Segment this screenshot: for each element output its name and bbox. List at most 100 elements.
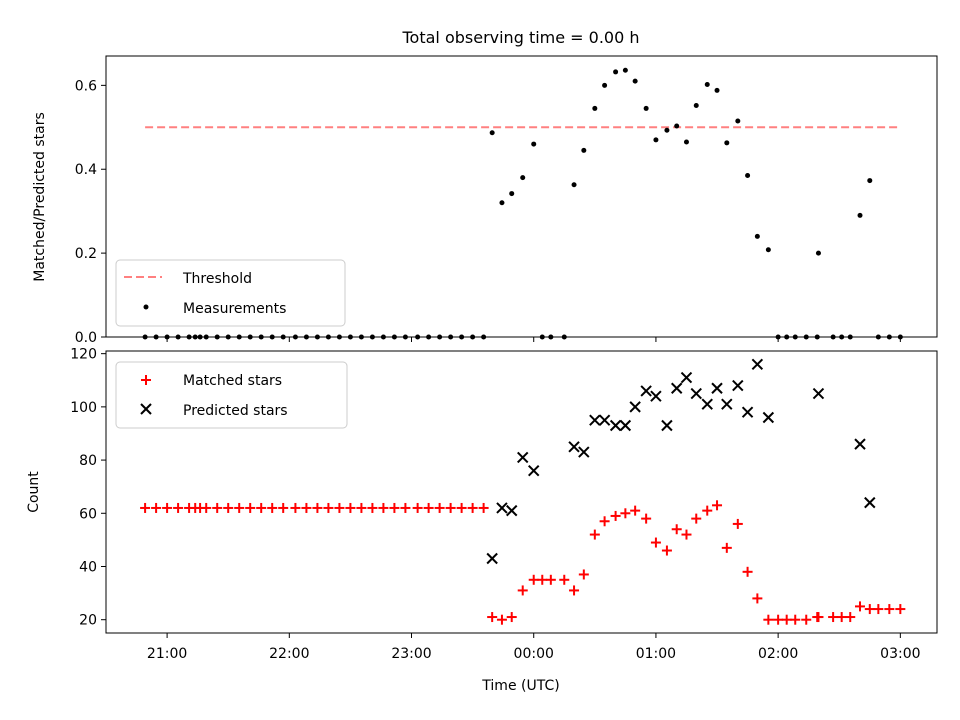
- bottom-data-layer: [140, 358, 906, 625]
- measurement-point: [643, 105, 649, 111]
- matched-stars-point: [537, 574, 548, 585]
- matched-stars-point: [334, 502, 345, 513]
- top-axes: 0.0 0.2 0.4 0.6: [75, 78, 901, 346]
- x-tick-label: 21:00: [147, 646, 187, 662]
- matched-stars-point: [813, 612, 824, 623]
- measurement-point: [857, 212, 863, 218]
- matched-stars-point: [864, 604, 875, 615]
- matched-stars-point: [620, 508, 631, 519]
- matched-stars-point: [599, 516, 610, 527]
- measurement-point: [765, 247, 771, 253]
- matched-stars-point: [434, 502, 445, 513]
- matched-stars-point: [721, 542, 732, 553]
- matched-stars-point: [290, 502, 301, 513]
- measurement-point: [683, 139, 689, 145]
- matched-stars-point: [873, 604, 884, 615]
- matched-stars-point: [828, 612, 839, 623]
- matched-stars-point: [661, 545, 672, 556]
- x-tick-label: 23:00: [391, 646, 431, 662]
- matched-stars-point: [650, 537, 661, 548]
- bottom-legend: Matched stars Predicted stars: [115, 361, 348, 429]
- predicted-stars-point: [496, 502, 508, 514]
- top-panel: Total observing time = 0.00 h 0.00.20.40…: [32, 28, 938, 346]
- predicted-stars-point: [486, 552, 498, 565]
- measurement-point: [602, 82, 608, 88]
- measurement-point: [632, 78, 638, 84]
- predicted-stars-point: [578, 446, 590, 458]
- matched-stars-point: [884, 604, 895, 615]
- matched-stars-point: [702, 505, 713, 516]
- predicted-stars-point: [568, 441, 580, 453]
- top-legend: Threshold Measurements: [115, 259, 346, 327]
- measurement-point: [499, 200, 505, 206]
- matched-stars-point: [478, 502, 489, 513]
- matched-stars-point: [151, 502, 162, 513]
- predicted-stars-point: [762, 411, 775, 424]
- predicted-stars-point: [690, 387, 702, 400]
- measurement-point: [571, 182, 577, 188]
- matched-stars-point: [445, 502, 456, 513]
- matched-stars-point: [781, 614, 792, 625]
- matched-stars-point: [691, 513, 702, 524]
- x-tick-label: 03:00: [880, 646, 920, 662]
- predicted-stars-point: [854, 438, 866, 450]
- predicted-stars-point: [609, 419, 622, 432]
- matched-stars-point: [732, 518, 743, 529]
- matched-stars-point: [845, 612, 856, 623]
- measurement-point: [735, 118, 741, 124]
- predicted-stars-point: [517, 451, 529, 464]
- matched-legend-label: Matched stars: [183, 373, 282, 389]
- top-y-tick-label: 0.2: [75, 246, 97, 262]
- matched-stars-point: [641, 513, 652, 524]
- measurement-point: [613, 69, 619, 75]
- predicted-stars-point: [732, 379, 744, 392]
- matched-stars-point: [773, 614, 784, 625]
- measurement-point: [815, 250, 821, 256]
- matched-stars-point: [517, 585, 528, 596]
- predicted-stars-point: [650, 390, 662, 402]
- matched-stars-point: [610, 510, 621, 521]
- x-axis-label: Time (UTC): [481, 678, 559, 694]
- chart-title: Total observing time = 0.00 h: [401, 28, 639, 47]
- matched-stars-point: [234, 502, 245, 513]
- predicted-stars-point: [701, 398, 713, 410]
- top-y-tick-label: 0.0: [75, 330, 97, 346]
- predicted-stars-point: [506, 504, 518, 517]
- matched-stars-point: [301, 502, 312, 513]
- measurement-point: [581, 147, 587, 153]
- measurement-point: [509, 191, 515, 197]
- predicted-legend-marker: [140, 403, 152, 415]
- measurement-point: [664, 127, 670, 133]
- top-y-tick-label: 0.4: [75, 162, 97, 178]
- predicted-stars-point: [589, 414, 601, 426]
- matched-stars-point: [790, 614, 801, 625]
- bottom-legend-box: [115, 361, 348, 429]
- matched-stars-point: [545, 574, 556, 585]
- matched-stars-point: [742, 566, 753, 577]
- measurement-point: [520, 175, 526, 181]
- bottom-y-tick-label: 100: [70, 400, 97, 416]
- matched-stars-point: [559, 574, 570, 585]
- matched-stars-point: [140, 502, 151, 513]
- matched-stars-point: [763, 614, 774, 625]
- bottom-axes: 20 40 60 80 100 120 21:00 22:00 23:00 00:00 01:00 0…: [70, 347, 920, 662]
- matched-stars-point: [671, 524, 682, 535]
- matched-stars-point: [681, 529, 692, 540]
- measurement-point: [531, 141, 537, 147]
- measurement-point: [867, 178, 873, 184]
- matched-stars-point: [267, 502, 278, 513]
- matched-stars-point: [836, 612, 847, 623]
- matched-stars-point: [895, 604, 906, 615]
- predicted-stars-point: [812, 387, 825, 400]
- measurement-point: [745, 173, 751, 179]
- threshold-legend-label: Threshold: [182, 271, 252, 287]
- measurement-point: [693, 102, 699, 108]
- measurement-point: [622, 67, 628, 73]
- top-axes-frame: [105, 55, 938, 338]
- predicted-stars-point: [864, 496, 876, 509]
- predicted-stars-point: [598, 414, 611, 426]
- matched-stars-point: [312, 502, 323, 513]
- predicted-legend-label: Predicted stars: [183, 403, 288, 419]
- x-tick-label: 01:00: [636, 646, 676, 662]
- matched-legend-marker: [141, 375, 151, 385]
